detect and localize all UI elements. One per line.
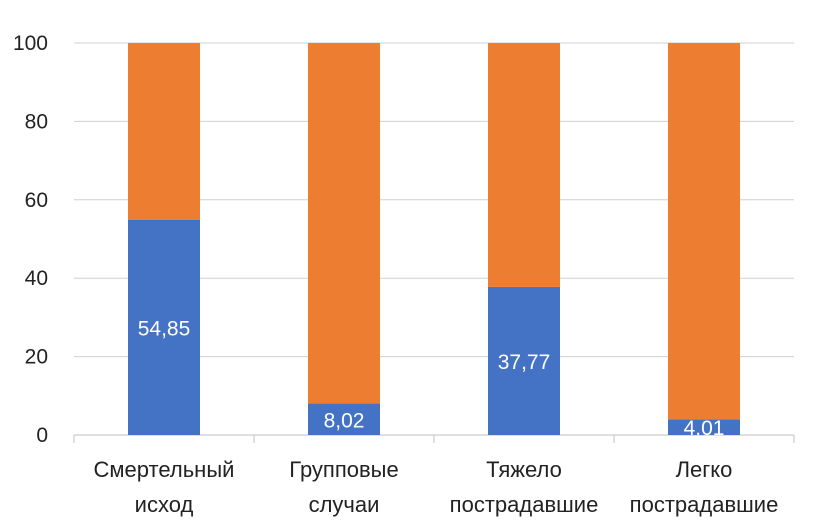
bar-series-1-cat-3 (488, 286, 560, 435)
bar-series-2-cat-4 (668, 43, 740, 420)
bar-series-1-cat-2 (308, 403, 380, 435)
bar-series-2-cat-2 (308, 43, 380, 404)
bar-series-1-cat-1 (128, 219, 200, 435)
x-category-label-4-line-1: Легко (676, 457, 733, 482)
y-tick-label-100: 100 (13, 32, 48, 55)
bar-series-1-cat-4 (668, 419, 740, 435)
x-category-label-2-line-2: случаи (309, 492, 380, 517)
y-tick-label-20: 20 (25, 346, 48, 369)
data-label-cat-2: 8,02 (324, 409, 365, 432)
x-category-label-4-line-2: пострадавшие (630, 492, 779, 517)
y-tick-label-40: 40 (25, 267, 48, 290)
x-category-label-3-line-2: пострадавшие (450, 492, 599, 517)
x-category-label-1-line-2: исход (135, 492, 194, 517)
bar-series-2-cat-1 (128, 43, 200, 220)
x-category-label-1-line-1: Смертельный (94, 457, 235, 482)
y-tick-label-60: 60 (25, 189, 48, 212)
y-tick-label-80: 80 (25, 110, 48, 133)
data-label-cat-3: 37,77 (498, 351, 551, 374)
x-category-label-2-line-1: Групповые (289, 457, 398, 482)
bar-series-2-cat-3 (488, 43, 560, 287)
x-category-label-3-line-1: Тяжело (486, 457, 562, 482)
y-tick-label-0: 0 (36, 424, 48, 447)
data-label-cat-4: 4.01 (684, 417, 725, 440)
data-label-cat-1: 54,85 (138, 317, 191, 340)
